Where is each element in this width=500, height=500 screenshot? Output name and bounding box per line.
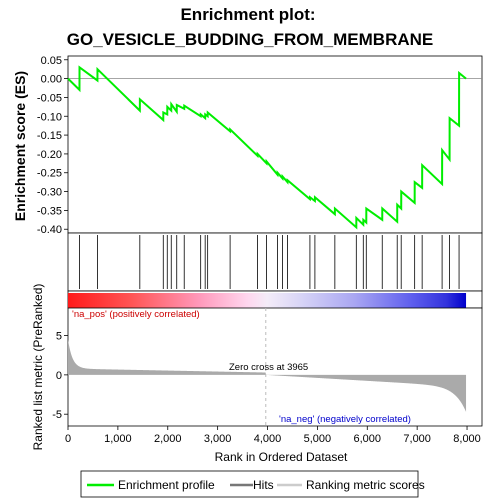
x-tick-label: 8,000 <box>453 433 481 445</box>
es-y-tick-label: -0.10 <box>37 111 62 123</box>
es-panel: 0.05 0.00 -0.05 -0.10 -0.15 -0.20 -0.25 -0.30 -0… <box>37 55 482 236</box>
x-tick-label: 2,000 <box>154 433 182 445</box>
legend-profile-label: Enrichment profile <box>118 478 215 492</box>
metric-y-tick-label: 5 <box>56 331 62 343</box>
x-axis-label: Rank in Ordered Dataset <box>215 450 348 464</box>
es-y-tick-label: 0.05 <box>41 55 62 67</box>
metric-y-tick-label: -5 <box>52 409 62 421</box>
es-y-tick-label: -0.05 <box>37 92 62 104</box>
x-tick-label: 5,000 <box>304 433 332 445</box>
positive-correlation-label: 'na_pos' (positively correlated) <box>72 309 200 320</box>
legend: Enrichment profile Hits Ranking metric s… <box>81 471 425 497</box>
x-tick-label: 4,000 <box>254 433 282 445</box>
chart-title-line1: Enrichment plot: <box>180 5 315 24</box>
es-y-tick-label: -0.20 <box>37 149 62 161</box>
x-tick-label: 3,000 <box>204 433 232 445</box>
metric-y-ticks: 5 0 -5 <box>52 331 68 422</box>
x-tick-label: 7,000 <box>403 433 431 445</box>
x-axis-ticks: 0 1,000 2,000 3,000 4,000 5,000 6,000 7,000 8,00… <box>65 426 481 445</box>
es-y-tick-label: 0.00 <box>41 74 62 86</box>
es-panel-frame <box>68 56 482 233</box>
hits-panel-frame <box>68 233 482 291</box>
hits-panel <box>68 233 482 291</box>
es-y-tick-label: -0.35 <box>37 205 62 217</box>
x-tick-label: 6,000 <box>354 433 382 445</box>
metric-panel: 5 0 -5 'na_pos' (positively correlated) Ze… <box>52 308 482 426</box>
legend-metric-label: Ranking metric scores <box>306 478 425 492</box>
heat-bar-panel <box>68 291 482 308</box>
zero-cross-label: Zero cross at 3965 <box>229 362 308 373</box>
x-tick-label: 1,000 <box>104 433 132 445</box>
metric-y-axis-label: Ranked list metric (PreRanked) <box>31 284 45 451</box>
metric-y-tick-label: 0 <box>56 370 62 382</box>
es-y-tick-label: -0.25 <box>37 168 62 180</box>
es-y-tick-label: -0.15 <box>37 130 62 142</box>
legend-hits-label: Hits <box>253 478 274 492</box>
es-y-axis-label: Enrichment score (ES) <box>12 71 28 221</box>
negative-correlation-label: 'na_neg' (negatively correlated) <box>279 414 411 425</box>
es-y-tick-label: -0.30 <box>37 187 62 199</box>
chart-title-line2: GO_VESICLE_BUDDING_FROM_MEMBRANE <box>67 30 434 49</box>
es-y-ticks: 0.05 0.00 -0.05 -0.10 -0.15 -0.20 -0.25 -0.30 -0… <box>37 55 68 236</box>
x-tick-label: 0 <box>65 433 71 445</box>
ranking-heat-bar <box>68 293 466 308</box>
es-y-tick-label: -0.40 <box>37 224 62 236</box>
